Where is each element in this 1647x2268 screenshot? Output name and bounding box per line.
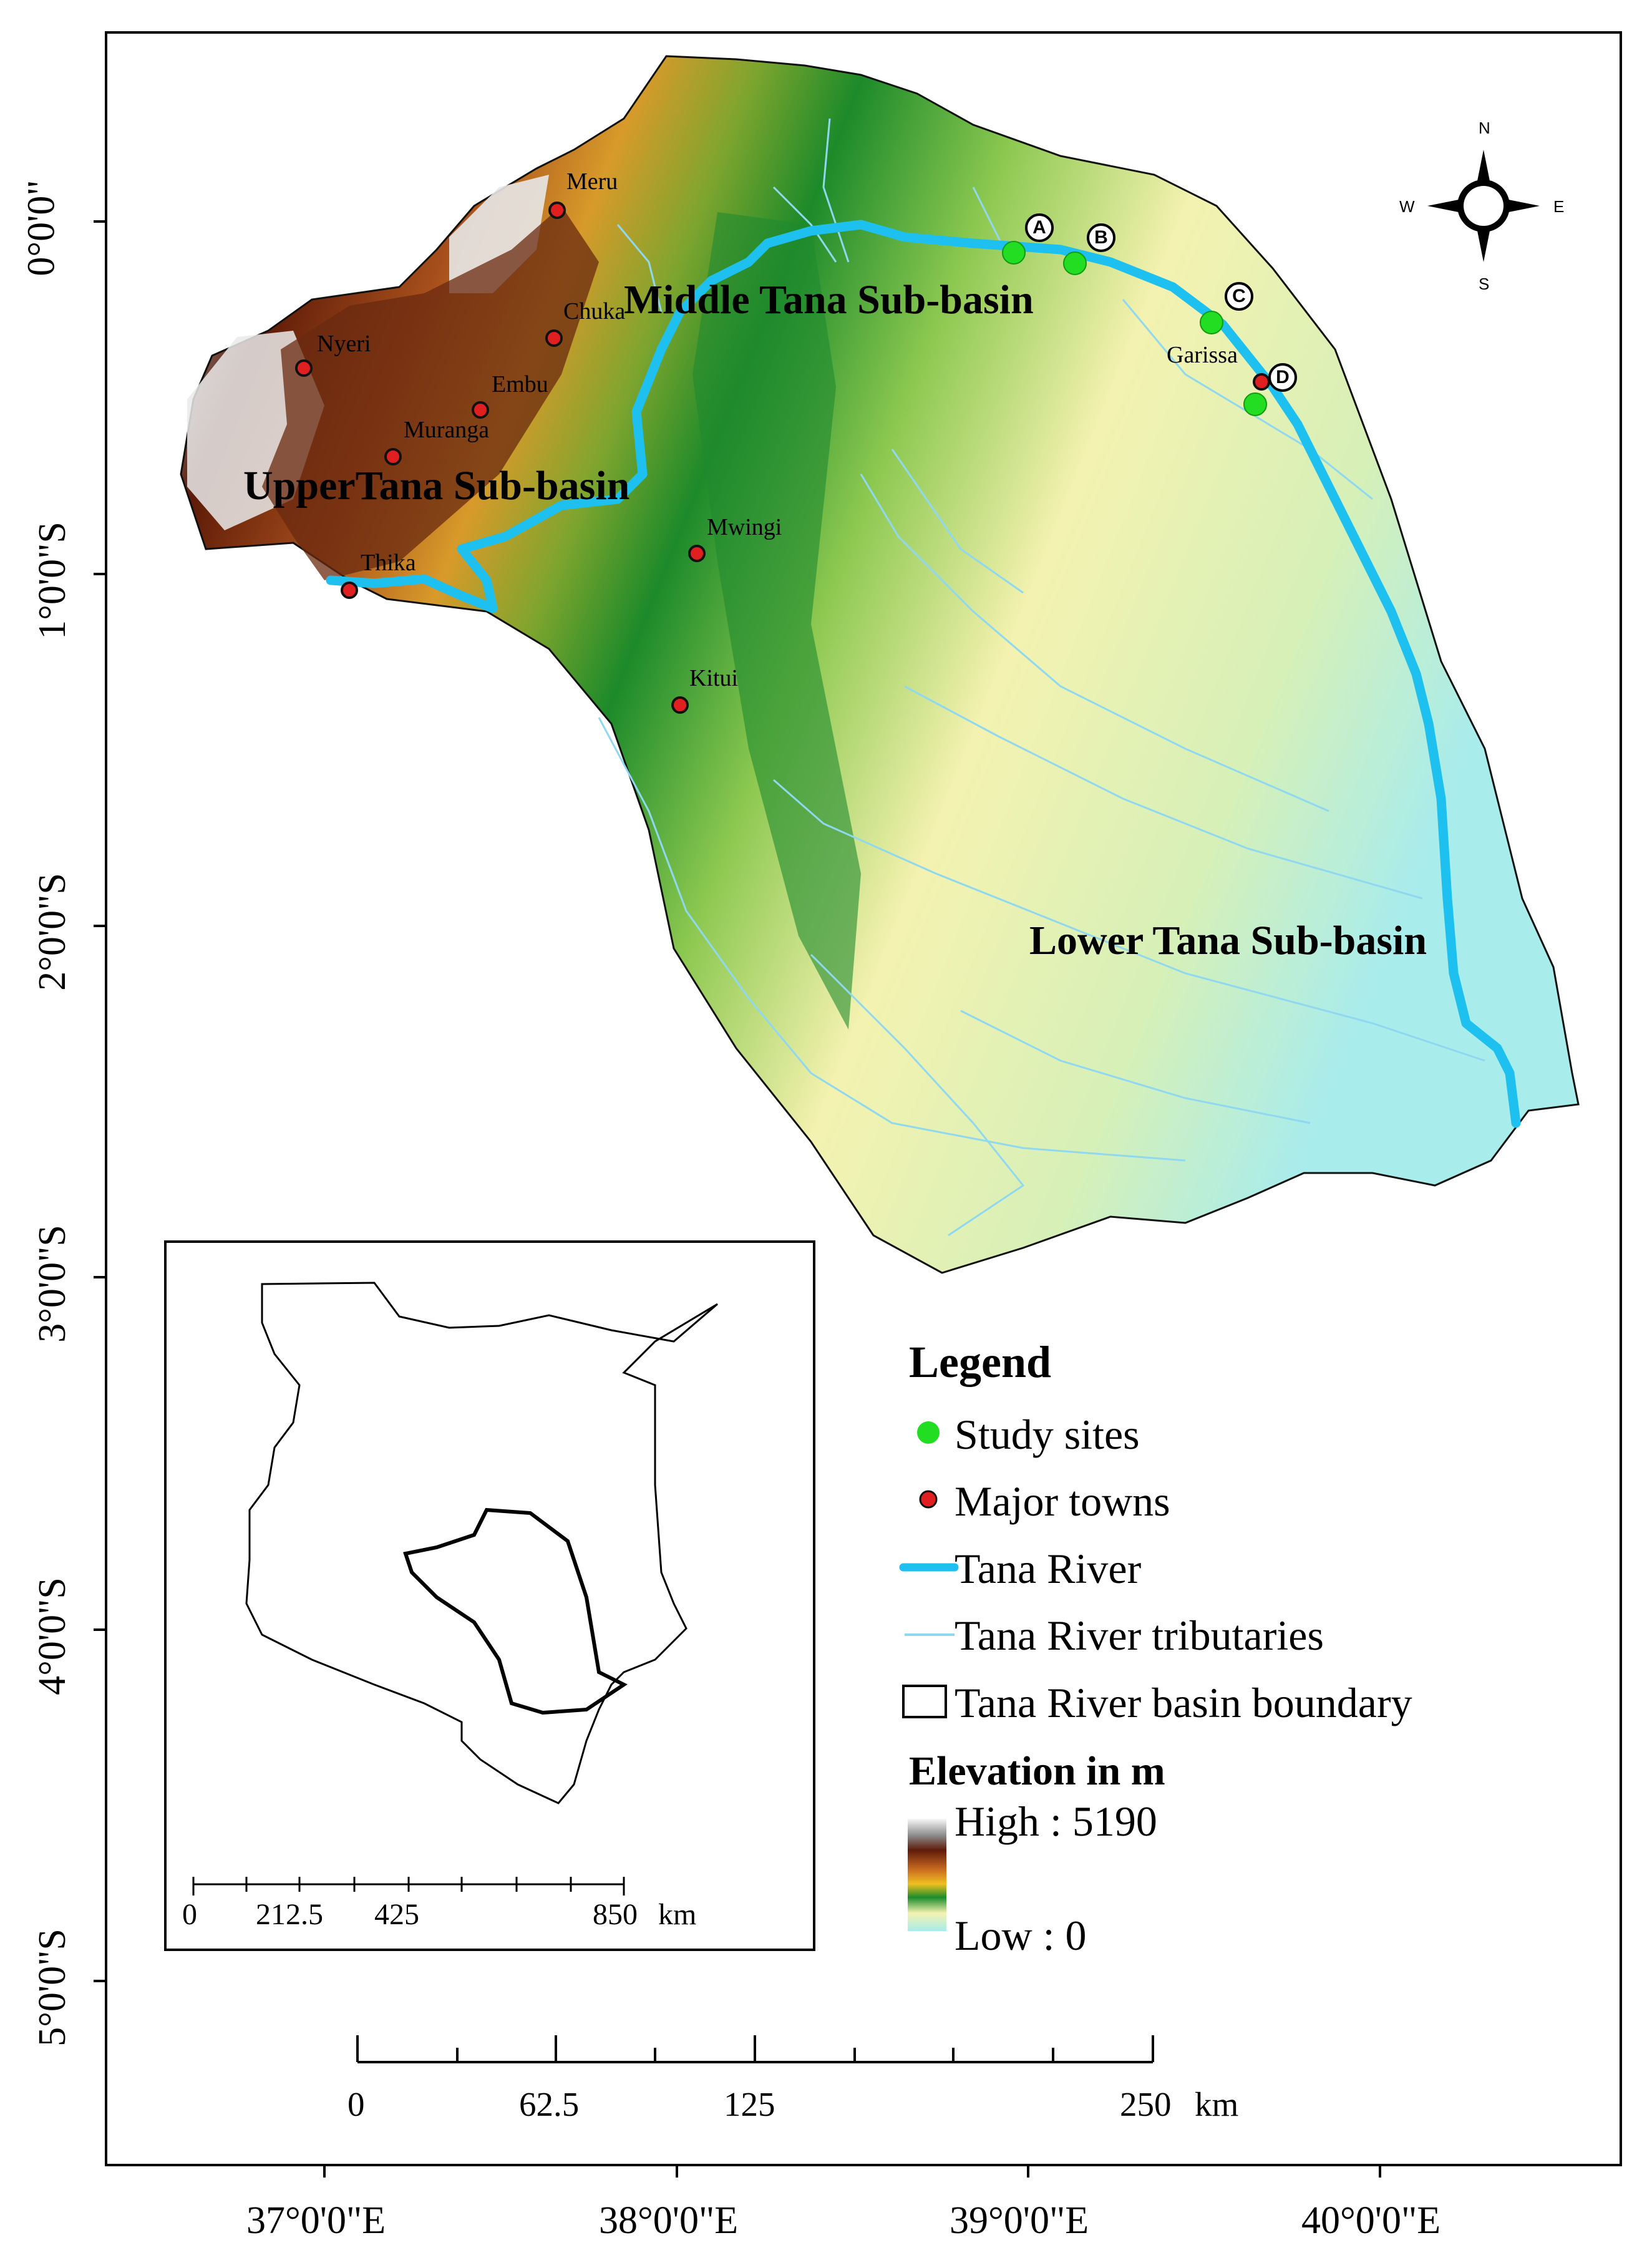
- site-label-b: B: [1087, 223, 1115, 252]
- legend-title: Legend: [909, 1337, 1052, 1387]
- study-site-d: [1243, 392, 1267, 416]
- lat-label-0: 0°0'0": [20, 180, 63, 276]
- lat-label-3: 3°0'0"S: [31, 1225, 74, 1343]
- inset-basin-outline: [403, 1507, 628, 1715]
- major-towns: [295, 202, 1270, 714]
- scale-main-unit: km: [1195, 2085, 1239, 2123]
- town-thika: [341, 582, 358, 599]
- lat-label-5: 5°0'0"S: [31, 1929, 74, 2047]
- town-garissa: [1253, 373, 1270, 391]
- lon-label-37: 37°0'0"E: [246, 2199, 386, 2242]
- scale-main-250: 250: [1120, 2085, 1172, 2123]
- scale-main-0: 0: [347, 2085, 365, 2123]
- label-muranga: Muranga: [404, 417, 490, 443]
- tana-river: [326, 220, 1521, 1128]
- scale-inset-425: 425: [374, 1898, 419, 1931]
- scale-inset-212: 212.5: [256, 1898, 323, 1931]
- label-embu: Embu: [492, 371, 548, 397]
- label-chuka: Chuka: [563, 298, 626, 324]
- lat-label-2: 2°0'0"S: [31, 873, 74, 991]
- label-garissa: Garissa: [1167, 342, 1238, 368]
- inset-kenya-outline: [245, 1282, 718, 1804]
- legend-boundary-symbol: [902, 1685, 947, 1718]
- town-muranga: [384, 448, 402, 465]
- town-embu: [472, 401, 489, 419]
- legend-tana-river: Tana River: [955, 1545, 1142, 1592]
- compass-e: E: [1553, 197, 1565, 216]
- legend-elevation-high: High : 5190: [955, 1798, 1157, 1845]
- legend-study-site-symbol: [917, 1421, 940, 1444]
- compass-s: S: [1479, 275, 1490, 293]
- legend-town-symbol: [919, 1490, 938, 1509]
- label-upper-tana: UpperTana Sub-basin: [243, 463, 630, 509]
- scale-main-62: 62.5: [519, 2085, 580, 2123]
- compass-w: W: [1399, 197, 1415, 216]
- town-nyeri: [295, 359, 313, 377]
- label-middle-tana: Middle Tana Sub-basin: [624, 277, 1034, 323]
- label-meru: Meru: [566, 168, 618, 195]
- main-scale-bar: [356, 2035, 1154, 2063]
- lat-label-1: 1°0'0"S: [31, 522, 74, 640]
- longitude-ticks: [323, 2165, 1381, 2178]
- lon-label-39: 39°0'0"E: [950, 2199, 1089, 2242]
- lon-label-38: 38°0'0"E: [599, 2199, 739, 2242]
- legend-elevation-bar: [908, 1819, 946, 1931]
- town-meru: [548, 202, 566, 219]
- label-mwingi: Mwingi: [707, 514, 782, 540]
- latitude-ticks: [94, 220, 106, 1982]
- dark-green-zone: [692, 212, 861, 1029]
- town-mwingi: [688, 545, 706, 562]
- scale-inset-unit: km: [658, 1898, 697, 1931]
- legend-elevation-low: Low : 0: [955, 1912, 1087, 1959]
- label-nyeri: Nyeri: [317, 331, 371, 357]
- town-chuka: [545, 329, 563, 347]
- legend-boundary: Tana River basin boundary: [955, 1679, 1412, 1726]
- study-site-points: [1002, 241, 1267, 416]
- highland-snow: [449, 175, 549, 293]
- lat-label-4: 4°0'0"S: [31, 1577, 74, 1695]
- study-site-a: [1002, 241, 1026, 265]
- scale-inset-0: 0: [182, 1898, 197, 1931]
- label-kitui: Kitui: [689, 665, 739, 691]
- town-kitui: [671, 696, 689, 714]
- scale-main-125: 125: [724, 2085, 775, 2123]
- site-label-a: A: [1025, 213, 1054, 242]
- lon-label-40: 40°0'0"E: [1301, 2199, 1441, 2242]
- north-arrow: [1427, 150, 1540, 262]
- site-label-d: D: [1268, 363, 1297, 392]
- legend-major-towns: Major towns: [955, 1477, 1170, 1525]
- highland-brown: [262, 206, 599, 580]
- inset-scale-bar: [192, 1877, 625, 1896]
- legend-elevation-title: Elevation in m: [909, 1748, 1165, 1794]
- legend-study-sites: Study sites: [955, 1411, 1140, 1458]
- study-site-c: [1200, 311, 1223, 334]
- legend-tributaries: Tana River tributaries: [955, 1612, 1324, 1659]
- compass-n: N: [1479, 119, 1490, 137]
- inset-frame: [164, 1240, 815, 1951]
- site-label-c: C: [1225, 282, 1253, 311]
- label-lower-tana: Lower Tana Sub-basin: [1029, 918, 1427, 963]
- scale-inset-850: 850: [593, 1898, 638, 1931]
- label-thika: Thika: [361, 550, 416, 576]
- study-site-b: [1063, 251, 1087, 275]
